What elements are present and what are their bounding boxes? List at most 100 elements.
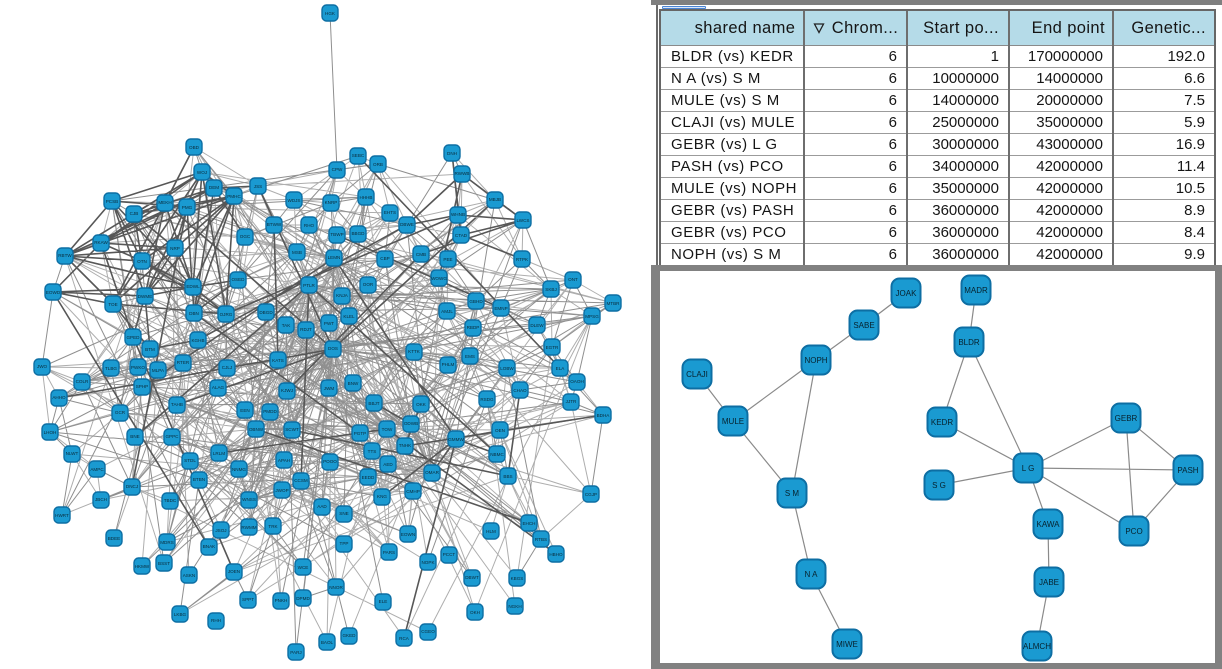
svg-text:BTWW: BTWW <box>267 222 282 227</box>
svg-text:BNAK: BNAK <box>203 544 216 549</box>
svg-text:PWT: PWT <box>324 321 334 326</box>
svg-text:LWCS: LWCS <box>517 218 530 223</box>
svg-text:DWME: DWME <box>138 294 153 299</box>
svg-text:SPHP: SPHP <box>136 384 149 389</box>
svg-text:NBMC: NBMC <box>490 452 504 457</box>
svg-text:RWWB: RWWB <box>455 171 470 176</box>
svg-text:RHH: RHH <box>211 618 221 623</box>
svg-text:RCA: RCA <box>399 636 410 641</box>
svg-text:OKK: OKK <box>416 402 427 407</box>
svg-text:JJTR: JJTR <box>566 399 577 404</box>
svg-text:ELA: ELA <box>556 366 566 371</box>
svg-text:LHOH: LHOH <box>44 430 57 435</box>
svg-text:PARJ: PARJ <box>290 650 301 655</box>
svg-text:DOS: DOS <box>328 346 338 351</box>
svg-text:CHAO: CHAO <box>513 388 527 393</box>
svg-text:CCSM: CCSM <box>294 478 308 483</box>
svg-text:DBWE: DBWE <box>400 222 414 227</box>
svg-text:CTAD: CTAD <box>455 233 468 238</box>
svg-text:GPED: GPED <box>126 335 140 340</box>
svg-text:WOJ: WOJ <box>197 170 207 175</box>
svg-text:RTPK: RTPK <box>516 257 529 262</box>
svg-text:EGTR: EGTR <box>546 345 559 350</box>
svg-text:EHTS: EHTS <box>384 210 396 215</box>
svg-text:AHHO: AHHO <box>52 395 66 400</box>
svg-text:OOR: OOR <box>363 282 374 287</box>
svg-text:CJLJ: CJLJ <box>222 365 232 370</box>
svg-text:JOEN: JOEN <box>228 569 240 574</box>
svg-text:CGJP: CGJP <box>585 492 597 497</box>
svg-text:JSS: JSS <box>254 184 262 189</box>
svg-text:CGEO: CGEO <box>421 629 435 634</box>
svg-text:NNOR: NNOR <box>329 585 343 590</box>
svg-text:PWKO: PWKO <box>131 365 145 370</box>
svg-text:BBJT: BBJT <box>368 401 379 406</box>
svg-text:DNH: DNH <box>447 151 457 156</box>
svg-text:COLR: COLR <box>76 379 89 384</box>
svg-text:EHCH: EHCH <box>522 521 535 526</box>
svg-text:PARS: PARS <box>383 550 395 555</box>
svg-text:RKAW: RKAW <box>94 240 108 245</box>
svg-text:WHNB: WHNB <box>451 212 465 217</box>
svg-text:GKED: GKED <box>342 633 356 638</box>
svg-text:BNW: BNW <box>348 381 359 386</box>
svg-text:NRP: NRP <box>170 246 180 251</box>
svg-text:BBS: BBS <box>503 474 512 479</box>
svg-text:TOW: TOW <box>382 427 393 432</box>
svg-text:KNRP: KNRP <box>325 200 338 205</box>
svg-text:ASKN: ASKN <box>183 573 196 578</box>
svg-text:RBDP: RBDP <box>467 325 480 330</box>
svg-text:WOWG: WOWG <box>431 276 447 281</box>
svg-text:WNSS: WNSS <box>242 497 256 502</box>
svg-text:WCE: WCE <box>298 565 309 570</box>
svg-text:ELE: ELE <box>379 599 388 604</box>
svg-text:JABE: JABE <box>1039 578 1059 587</box>
svg-text:BDHA: BDHA <box>597 413 611 418</box>
svg-text:CMB: CMB <box>416 252 426 257</box>
svg-text:MULE: MULE <box>722 417 744 426</box>
svg-text:JSOJ: JSOJ <box>215 528 226 533</box>
svg-text:SABE: SABE <box>853 321 874 330</box>
svg-text:BNE: BNE <box>130 434 139 439</box>
svg-text:TLBG: TLBG <box>105 366 117 371</box>
svg-text:PMHC: PMHC <box>227 194 241 199</box>
svg-text:WDJS: WDJS <box>287 198 300 203</box>
svg-text:OTN: OTN <box>137 259 147 264</box>
svg-text:MPSG: MPSG <box>585 314 599 319</box>
svg-text:NLWT: NLWT <box>66 451 79 456</box>
svg-text:KJWJ: KJWJ <box>281 388 293 393</box>
svg-text:GEBR: GEBR <box>1115 414 1138 423</box>
svg-text:SCWT: SCWT <box>285 427 299 432</box>
svg-text:EOWD: EOWD <box>46 290 61 295</box>
svg-text:DEM: DEM <box>209 185 219 190</box>
svg-text:RWMM: RWMM <box>241 525 256 530</box>
svg-text:HBHO: HBHO <box>549 552 563 557</box>
svg-text:SPPT: SPPT <box>242 597 254 602</box>
svg-text:CPW: CPW <box>332 167 343 172</box>
svg-text:PNKH: PNKH <box>275 598 288 603</box>
svg-text:OBNW: OBNW <box>249 427 264 432</box>
svg-text:KEDR: KEDR <box>931 418 953 427</box>
svg-text:HLM: HLM <box>486 529 496 534</box>
svg-text:DBGD: DBGD <box>259 310 273 315</box>
svg-text:HHHB: HHHB <box>359 195 372 200</box>
svg-text:DBN: DBN <box>189 311 199 316</box>
svg-text:NNMG: NNMG <box>232 467 246 472</box>
svg-text:STDL: STDL <box>184 458 196 463</box>
svg-text:ALMCH: ALMCH <box>1023 642 1051 651</box>
svg-text:JWOP: JWOP <box>275 488 288 493</box>
svg-text:RDJT: RDJT <box>300 327 312 332</box>
svg-text:SEBC: SEBC <box>352 153 365 158</box>
svg-text:APAH: APAH <box>278 458 290 463</box>
svg-text:S M: S M <box>785 489 800 498</box>
svg-text:RSDG: RSDG <box>480 397 494 402</box>
svg-text:OMAR: OMAR <box>425 470 439 475</box>
svg-text:PTLR: PTLR <box>303 283 315 288</box>
svg-text:KAWA: KAWA <box>1037 520 1061 529</box>
svg-text:GCR: GCR <box>115 410 126 415</box>
svg-text:KNJA: KNJA <box>336 293 349 298</box>
svg-text:OJRG: OJRG <box>220 312 233 317</box>
svg-text:TRK: TRK <box>268 524 278 529</box>
svg-text:KNG: KNG <box>377 494 387 499</box>
svg-text:BLDR: BLDR <box>958 338 980 347</box>
